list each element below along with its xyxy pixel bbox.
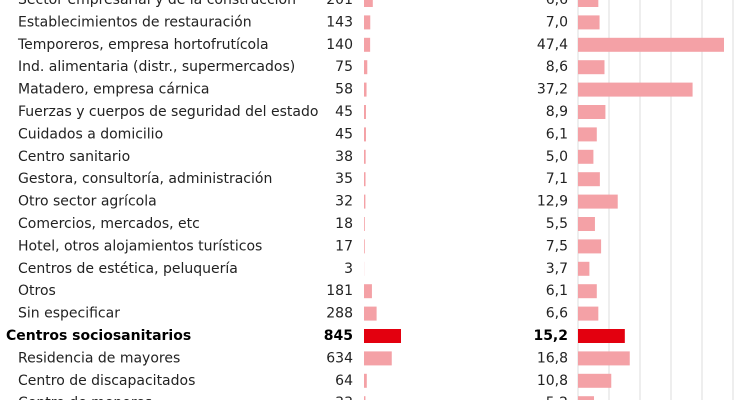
avg-value: 6,1 — [546, 283, 568, 299]
avg-bar — [578, 217, 595, 231]
row-label: Sin especificar — [18, 306, 120, 322]
count-value: 58 — [335, 82, 353, 98]
avg-value: 47,4 — [537, 37, 568, 53]
avg-value: 3,7 — [546, 261, 568, 277]
count-value: 33 — [335, 395, 353, 400]
count-bar — [364, 306, 377, 321]
count-value: 32 — [335, 194, 353, 210]
avg-bar — [578, 149, 594, 164]
count-bar — [364, 351, 392, 366]
avg-value: 16,8 — [537, 350, 568, 366]
count-value: 634 — [326, 350, 353, 366]
count-value: 45 — [335, 104, 353, 120]
avg-value: 5,0 — [546, 149, 568, 165]
count-bar — [364, 149, 366, 164]
count-bar — [364, 172, 366, 187]
count-value: 38 — [335, 149, 353, 165]
count-bar — [364, 0, 373, 7]
avg-bar — [578, 172, 600, 187]
row-label: Establecimientos de restauración — [18, 14, 252, 30]
count-value: 64 — [335, 373, 353, 389]
count-value: 75 — [335, 59, 353, 75]
count-bar — [364, 37, 371, 52]
count-value: 3 — [344, 261, 353, 277]
row-label: Centro de discapacitados — [18, 373, 195, 389]
count-value: 35 — [335, 171, 353, 187]
row-label: Temporeros, empresa hortofrutícola — [17, 37, 269, 53]
count-bar — [364, 82, 367, 97]
avg-value: 8,6 — [546, 59, 568, 75]
count-bar — [364, 15, 371, 30]
avg-bar — [578, 373, 612, 388]
avg-value: 6,6 — [546, 0, 568, 8]
row-label: Cuidados a domicilio — [18, 126, 163, 142]
count-value: 181 — [326, 283, 353, 299]
avg-bar — [578, 15, 600, 30]
count-bar — [364, 60, 368, 75]
count-bar — [364, 396, 366, 400]
row-label: Fuerzas y cuerpos de seguridad del estad… — [18, 104, 318, 120]
avg-value: 5,2 — [546, 395, 568, 400]
count-value: 18 — [335, 216, 353, 232]
avg-bar — [578, 396, 595, 400]
avg-value: 7,5 — [546, 238, 568, 254]
avg-bar — [578, 60, 605, 75]
avg-value: 6,1 — [546, 126, 568, 142]
count-bar — [364, 239, 365, 254]
row-label: Comercios, mercados, etc — [18, 216, 200, 232]
row-label: Centros sociosanitarios — [6, 328, 191, 344]
row-label: Centros de estética, peluquería — [18, 261, 238, 277]
avg-bar — [578, 105, 606, 119]
avg-value: 15,2 — [533, 328, 568, 344]
avg-value: 12,9 — [537, 194, 568, 210]
count-value: 45 — [335, 126, 353, 142]
avg-value: 6,6 — [546, 306, 568, 322]
count-bar — [364, 284, 372, 299]
row-label: Sector empresarial y de la construcción — [18, 0, 296, 8]
row-label: Matadero, empresa cárnica — [18, 82, 210, 98]
avg-value: 10,8 — [537, 373, 568, 389]
avg-value: 7,1 — [546, 171, 568, 187]
avg-value: 7,0 — [546, 14, 568, 30]
avg-bar — [578, 261, 590, 276]
avg-bar — [578, 127, 597, 142]
avg-bar — [578, 351, 630, 366]
avg-bar — [578, 284, 597, 299]
row-label: Ind. alimentaria (distr., supermercados) — [18, 59, 295, 75]
row-label: Hotel, otros alojamientos turísticos — [18, 238, 262, 254]
count-bar — [364, 373, 367, 388]
avg-value: 37,2 — [537, 82, 568, 98]
avg-value: 5,5 — [546, 216, 568, 232]
avg-bar — [578, 0, 599, 7]
avg-value: 8,9 — [546, 104, 568, 120]
count-bar — [364, 105, 366, 119]
count-value: 845 — [324, 328, 353, 344]
row-label: Gestora, consultoría, administración — [18, 171, 272, 187]
count-value: 17 — [335, 238, 353, 254]
count-bar — [364, 194, 366, 209]
avg-bar — [578, 194, 618, 209]
avg-bar — [578, 329, 625, 343]
row-label: Centro sanitario — [18, 149, 130, 165]
count-bar — [364, 217, 365, 231]
count-bar — [364, 329, 401, 343]
count-value: 201 — [326, 0, 353, 8]
avg-bar — [578, 239, 602, 254]
avg-bar — [578, 37, 724, 52]
count-value: 288 — [326, 306, 353, 322]
row-label: Otros — [18, 283, 56, 299]
row-label: Otro sector agrícola — [18, 194, 157, 210]
count-bar — [364, 127, 366, 142]
avg-bar — [578, 82, 693, 97]
row-label: Residencia de mayores — [18, 350, 180, 366]
row-label: Centro de menores — [18, 395, 152, 400]
count-value: 143 — [326, 14, 353, 30]
avg-bar — [578, 306, 599, 321]
count-value: 140 — [326, 37, 353, 53]
